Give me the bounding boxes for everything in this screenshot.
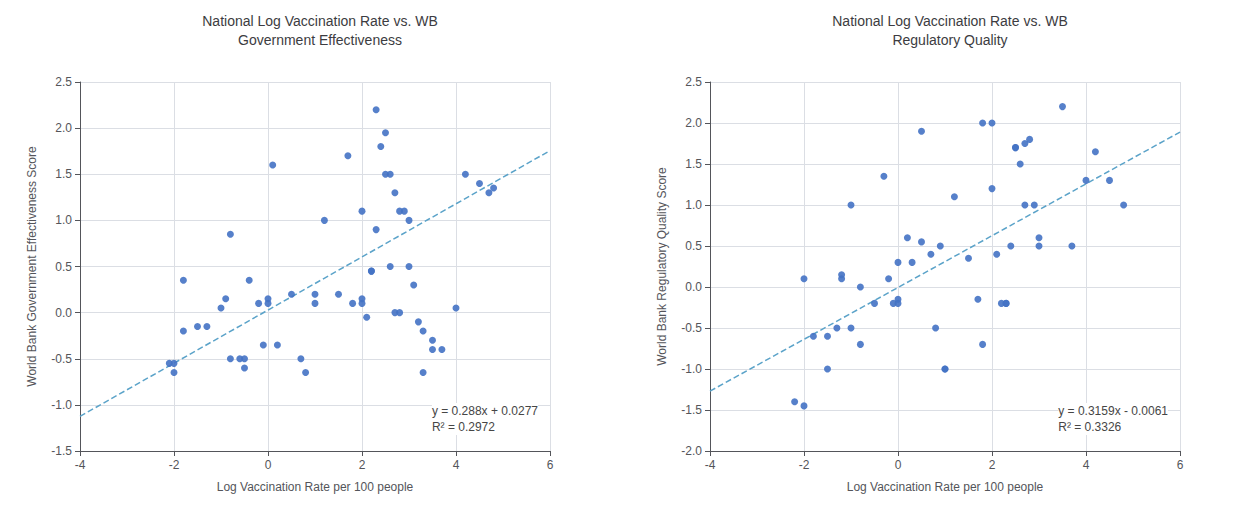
svg-text:0: 0	[265, 458, 272, 472]
svg-text:1.5: 1.5	[55, 167, 72, 181]
svg-text:-1.0: -1.0	[51, 398, 72, 412]
svg-text:-2.0: -2.0	[681, 444, 702, 458]
svg-text:-0.5: -0.5	[51, 352, 72, 366]
svg-text:1.0: 1.0	[685, 198, 702, 212]
svg-text:6: 6	[547, 458, 554, 472]
svg-text:Log Vaccination Rate per 100 p: Log Vaccination Rate per 100 people	[217, 480, 414, 494]
svg-text:2: 2	[359, 458, 366, 472]
svg-text:R² = 0.3326: R² = 0.3326	[1058, 420, 1121, 434]
svg-text:-4: -4	[705, 458, 716, 472]
svg-text:-2: -2	[169, 458, 180, 472]
svg-text:y = 0.288x + 0.0277: y = 0.288x + 0.0277	[432, 404, 538, 418]
svg-text:0.5: 0.5	[685, 239, 702, 253]
svg-text:2: 2	[989, 458, 996, 472]
svg-text:-0.5: -0.5	[681, 321, 702, 335]
svg-text:0.5: 0.5	[55, 260, 72, 274]
svg-text:y = 0.3159x - 0.0061: y = 0.3159x - 0.0061	[1058, 404, 1168, 418]
svg-text:4: 4	[1083, 458, 1090, 472]
svg-text:2.5: 2.5	[685, 75, 702, 89]
svg-text:2.5: 2.5	[55, 75, 72, 89]
svg-text:1.0: 1.0	[55, 213, 72, 227]
svg-text:4: 4	[453, 458, 460, 472]
svg-text:-1.0: -1.0	[681, 362, 702, 376]
svg-text:R² = 0.2972: R² = 0.2972	[432, 420, 495, 434]
svg-text:0.0: 0.0	[55, 306, 72, 320]
svg-text:-4: -4	[75, 458, 86, 472]
svg-text:0: 0	[895, 458, 902, 472]
svg-text:2.0: 2.0	[55, 121, 72, 135]
svg-text:Log Vaccination Rate per 100 p: Log Vaccination Rate per 100 people	[847, 480, 1044, 494]
svg-text:1.5: 1.5	[685, 157, 702, 171]
svg-text:6: 6	[1177, 458, 1184, 472]
svg-text:World Bank Government Effectiv: World Bank Government Effectiveness Scor…	[25, 146, 39, 387]
svg-text:World Bank Regulatory Quality: World Bank Regulatory Quality Score	[655, 167, 669, 366]
svg-text:-1.5: -1.5	[51, 444, 72, 458]
svg-text:0.0: 0.0	[685, 280, 702, 294]
svg-text:National Log Vaccination Rate: National Log Vaccination Rate vs. WB	[832, 13, 1068, 29]
svg-text:-2: -2	[799, 458, 810, 472]
svg-text:-1.5: -1.5	[681, 403, 702, 417]
svg-text:Government Effectiveness: Government Effectiveness	[238, 32, 402, 48]
svg-text:Regulatory Quality: Regulatory Quality	[892, 32, 1007, 48]
svg-text:2.0: 2.0	[685, 116, 702, 130]
svg-text:National Log Vaccination Rate: National Log Vaccination Rate vs. WB	[202, 13, 438, 29]
